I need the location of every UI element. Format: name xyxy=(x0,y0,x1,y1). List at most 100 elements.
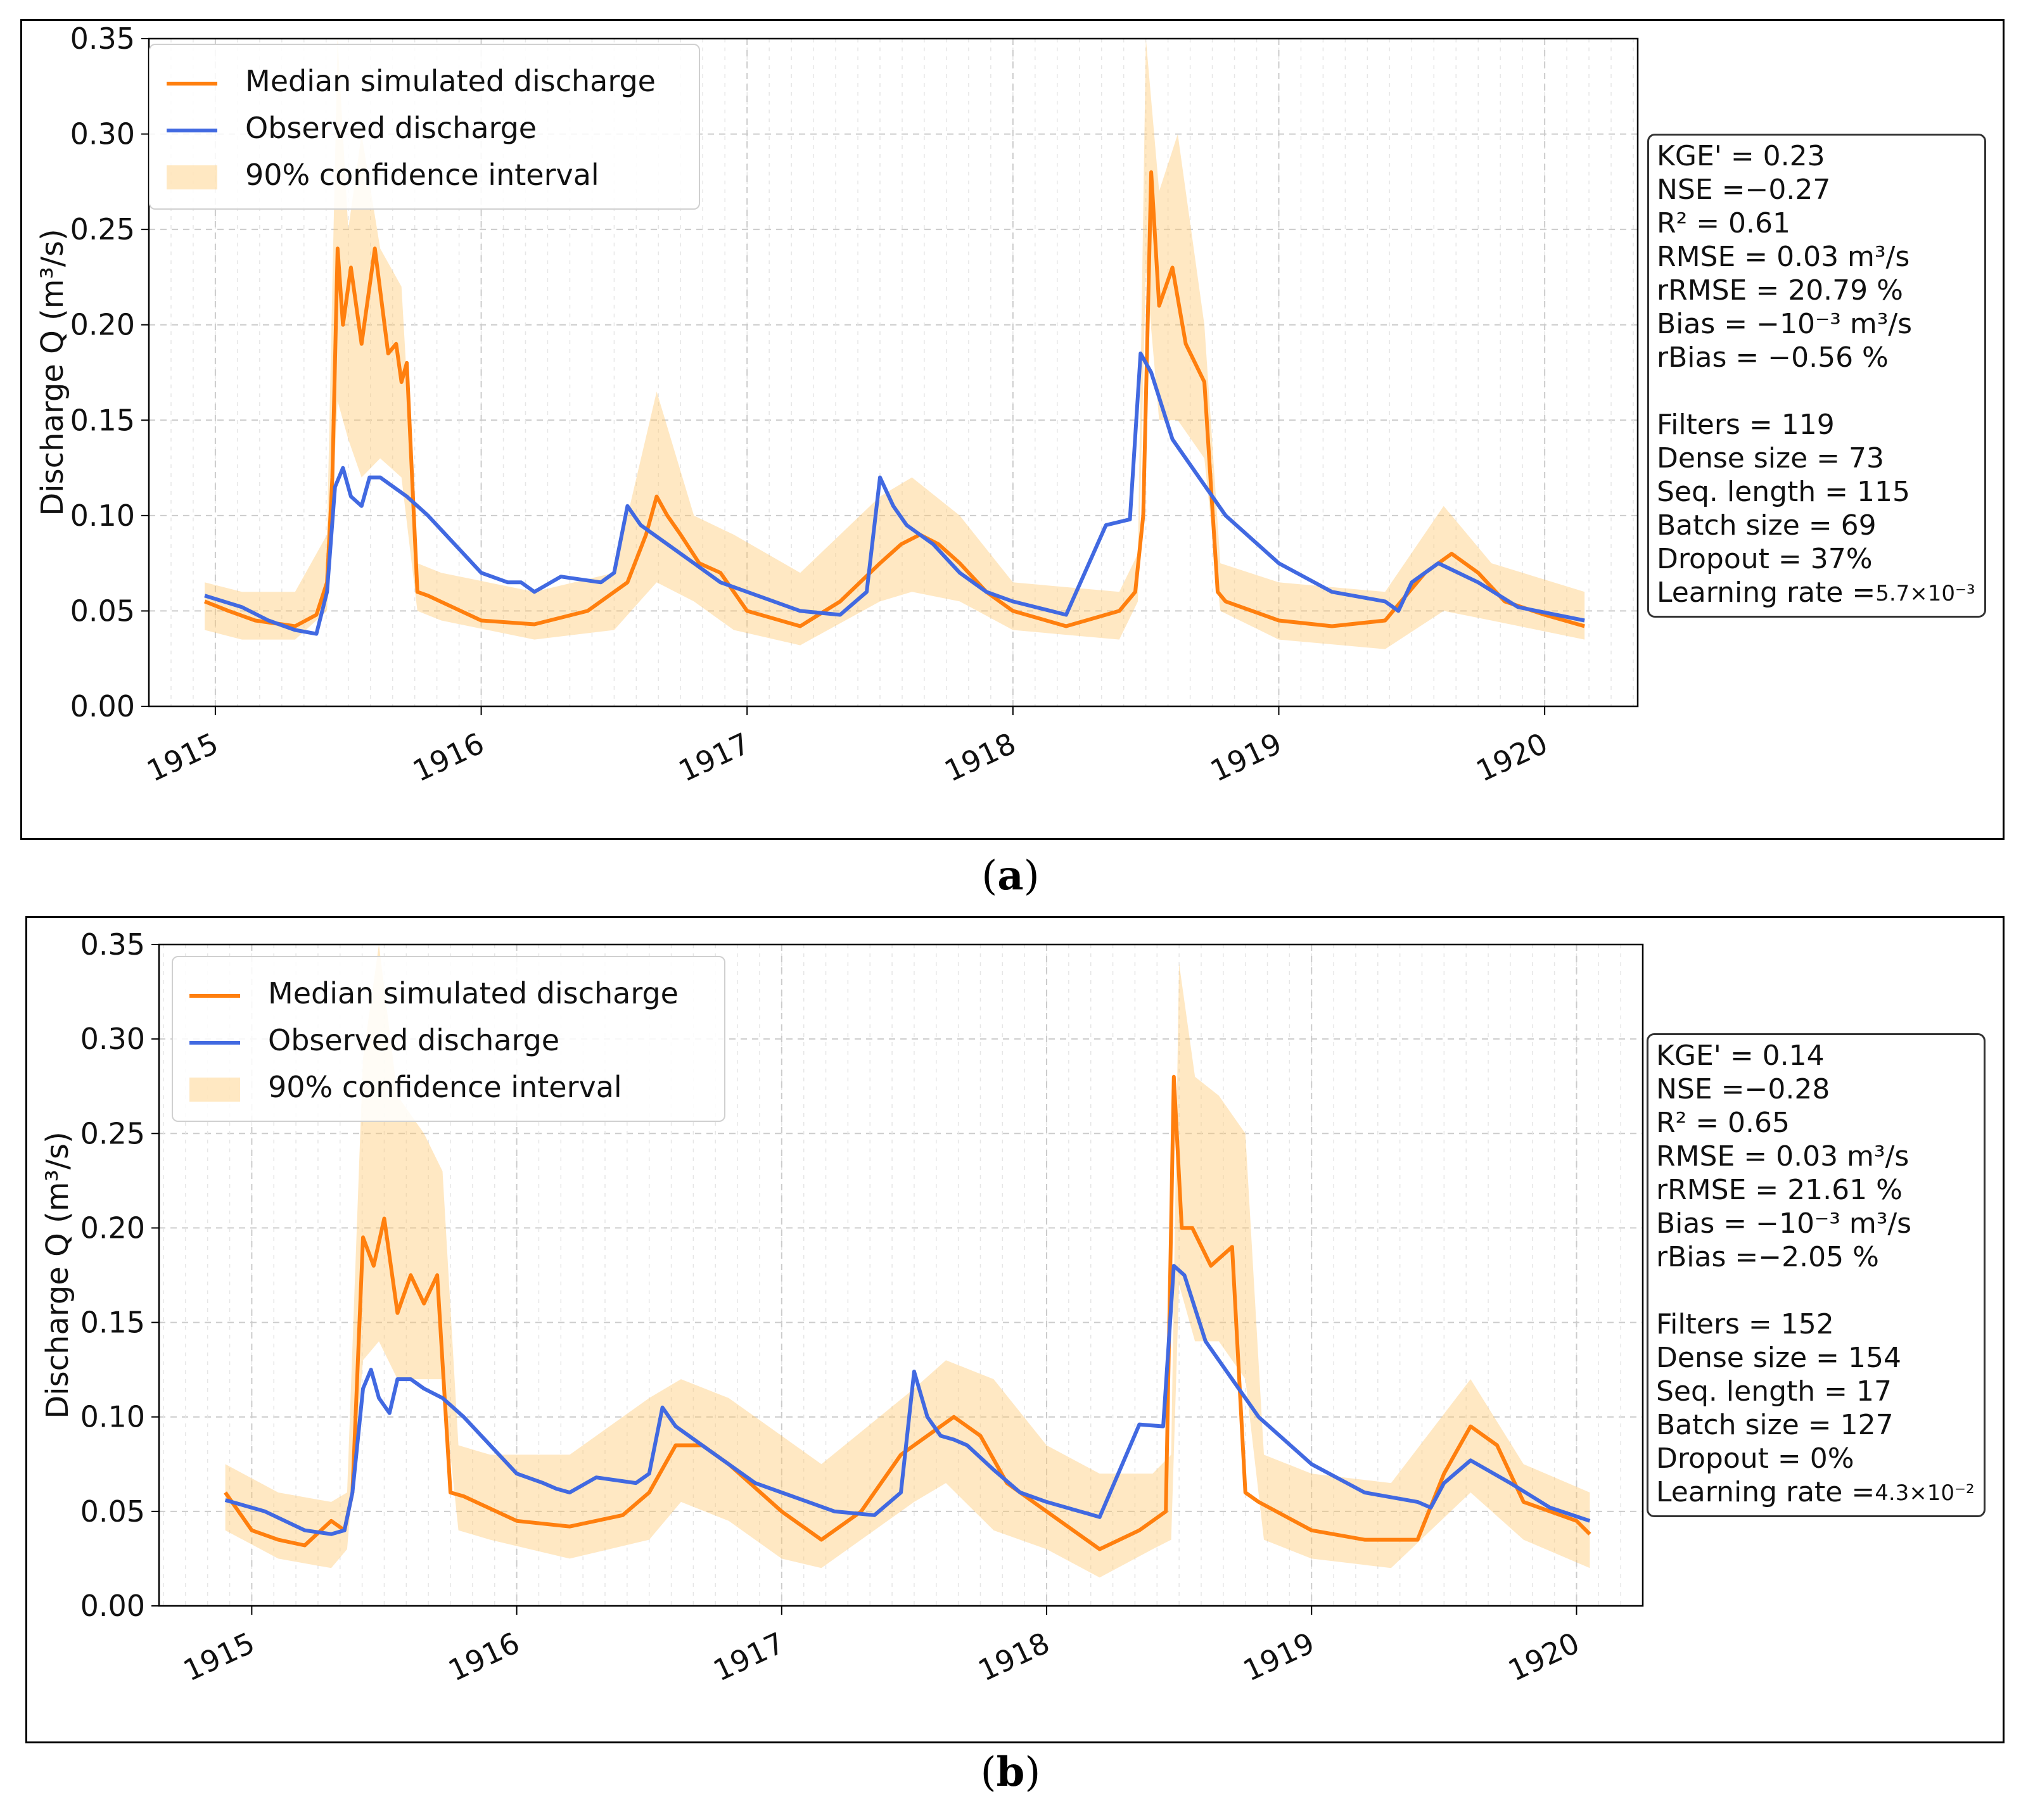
legend-label-median: Median simulated discharge xyxy=(268,976,679,1010)
y-tick-label: 0.20 xyxy=(70,308,135,342)
observed-line-swatch xyxy=(189,1041,240,1045)
x-tick-label: 1919 xyxy=(1238,1626,1320,1688)
y-tick-label: 0.00 xyxy=(80,1589,145,1623)
y-axis-label: Discharge Q (m³/s) xyxy=(35,229,70,516)
caption-b-close: ) xyxy=(1024,1749,1041,1796)
metric-rrmse: rRMSE = 20.79 % xyxy=(1657,274,1903,307)
learning-rate-label: Learning rate = xyxy=(1656,1476,1875,1508)
y-tick-label: 0.15 xyxy=(80,1306,145,1340)
x-tick-label: 1920 xyxy=(1471,726,1553,788)
median-simulated-line xyxy=(203,170,1585,628)
median-simulated-line xyxy=(224,1074,1591,1551)
y-tick-label: 0.10 xyxy=(80,1400,145,1434)
caption-b: (b) xyxy=(947,1748,1074,1796)
y-tick-label: 0.35 xyxy=(80,927,145,962)
param-learning-rate: Learning rate =4.3×10⁻² xyxy=(1656,1475,1975,1509)
y-tick-label: 0.15 xyxy=(70,403,135,437)
median-line-swatch xyxy=(189,994,240,998)
observed-line xyxy=(204,351,1585,636)
param-dropout: Dropout = 37% xyxy=(1657,543,1873,575)
metric-rmse: RMSE = 0.03 m³/s xyxy=(1657,241,1910,273)
legend-label-observed: Observed discharge xyxy=(245,111,537,145)
ci-fill-swatch xyxy=(189,1078,240,1102)
x-tick-label: 1920 xyxy=(1503,1626,1584,1688)
confidence-band xyxy=(205,39,1585,649)
param-batch-size: Batch size = 127 xyxy=(1656,1409,1894,1441)
legend-b: Median simulated discharge Observed disc… xyxy=(172,956,725,1122)
observed-line-swatch xyxy=(167,129,217,132)
metric-r2: R² = 0.65 xyxy=(1656,1107,1790,1139)
median-line-swatch xyxy=(167,82,217,86)
caption-b-open: ( xyxy=(980,1749,997,1796)
param-seq-length: Seq. length = 115 xyxy=(1657,476,1910,508)
metric-r2: R² = 0.61 xyxy=(1657,207,1791,239)
param-seq-length: Seq. length = 17 xyxy=(1656,1375,1892,1408)
param-filters: Filters = 119 xyxy=(1657,409,1835,441)
plot-frame xyxy=(158,943,1644,1607)
caption-b-letter: b xyxy=(996,1748,1025,1796)
metric-nse: NSE =−0.27 xyxy=(1657,174,1831,206)
metrics-spacer xyxy=(1656,1274,1975,1308)
legend-label-observed: Observed discharge xyxy=(268,1023,560,1057)
metric-rmse: RMSE = 0.03 m³/s xyxy=(1656,1140,1909,1173)
caption-a-close: ) xyxy=(1023,853,1040,900)
x-tick-label: 1917 xyxy=(673,726,755,788)
x-tick-label: 1917 xyxy=(708,1626,790,1688)
chart-panel-b: 0.00 0.05 0.10 0.15 0.20 0.25 0.30 0.35 1915 1916… xyxy=(25,916,2005,1743)
learning-rate-label: Learning rate = xyxy=(1657,576,1876,609)
caption-a-open: ( xyxy=(981,853,998,900)
y-tick-label: 0.05 xyxy=(70,594,135,628)
observed-line xyxy=(224,1264,1591,1536)
learning-rate-value: 4.3×10⁻² xyxy=(1875,1480,1975,1506)
x-tick-label: 1916 xyxy=(443,1626,525,1688)
metrics-box-a: KGE' = 0.23 NSE =−0.27 R² = 0.61 RMSE = … xyxy=(1647,134,1986,618)
metric-kge: KGE' = 0.23 xyxy=(1657,140,1825,172)
metric-kge: KGE' = 0.14 xyxy=(1656,1040,1825,1072)
y-tick-label: 0.25 xyxy=(80,1116,145,1150)
param-dense-size: Dense size = 73 xyxy=(1657,442,1884,474)
metric-rbias: rBias = −0.56 % xyxy=(1657,341,1889,374)
legend-a: Median simulated discharge Observed disc… xyxy=(149,44,700,210)
plot-frame xyxy=(148,37,1639,708)
chart-a-svg: 0.00 0.05 0.10 0.15 0.20 0.25 0.30 0.35 1915 1916… xyxy=(35,22,1639,788)
y-axis-label: Discharge Q (m³/s) xyxy=(40,1131,75,1418)
metrics-box-b: KGE' = 0.14 NSE =−0.28 R² = 0.65 RMSE = … xyxy=(1647,1033,1986,1517)
legend-entry-median: Median simulated discharge xyxy=(150,60,699,107)
legend-label-ci: 90% confidence interval xyxy=(245,158,599,192)
chart-b-svg: 0.00 0.05 0.10 0.15 0.20 0.25 0.30 0.35 1915 1916… xyxy=(40,927,1644,1688)
legend-label-median: Median simulated discharge xyxy=(245,64,656,98)
legend-label-ci: 90% confidence interval xyxy=(268,1070,622,1104)
x-tick-label: 1918 xyxy=(973,1626,1055,1688)
x-tick-label: 1915 xyxy=(142,726,224,788)
metric-bias: Bias = −10⁻³ m³/s xyxy=(1657,308,1913,340)
caption-a-letter: a xyxy=(997,852,1024,900)
y-tick-label: 0.30 xyxy=(80,1022,145,1056)
y-tick-label: 0.10 xyxy=(70,499,135,533)
x-tick-label: 1915 xyxy=(178,1626,260,1688)
y-tick-label: 0.35 xyxy=(70,22,135,56)
metrics-spacer xyxy=(1657,374,1975,408)
x-tick-label: 1918 xyxy=(940,726,1021,788)
y-tick-label: 0.30 xyxy=(70,117,135,151)
param-dense-size: Dense size = 154 xyxy=(1656,1342,1901,1374)
y-tick-label: 0.20 xyxy=(80,1211,145,1245)
ci-fill-swatch xyxy=(167,165,217,189)
x-tick-label: 1916 xyxy=(407,726,489,788)
metric-rrmse: rRMSE = 21.61 % xyxy=(1656,1174,1903,1206)
y-tick-label: 0.00 xyxy=(70,689,135,723)
y-tick-label: 0.25 xyxy=(70,212,135,246)
param-learning-rate: Learning rate =5.7×10⁻³ xyxy=(1657,576,1975,609)
legend-entry-observed: Observed discharge xyxy=(173,1019,724,1066)
chart-panel-a: 0.00 0.05 0.10 0.15 0.20 0.25 0.30 0.35 1915 1916… xyxy=(20,19,2005,840)
caption-a: (a) xyxy=(947,852,1074,900)
legend-entry-median: Median simulated discharge xyxy=(173,972,724,1019)
param-batch-size: Batch size = 69 xyxy=(1657,509,1877,542)
param-dropout: Dropout = 0% xyxy=(1656,1442,1854,1475)
legend-entry-observed: Observed discharge xyxy=(150,107,699,154)
learning-rate-value: 5.7×10⁻³ xyxy=(1875,581,1975,606)
x-tick-label: 1919 xyxy=(1205,726,1287,788)
y-tick-label: 0.05 xyxy=(80,1494,145,1529)
metric-rbias: rBias =−2.05 % xyxy=(1656,1241,1879,1273)
legend-entry-ci: 90% confidence interval xyxy=(150,154,699,201)
legend-entry-ci: 90% confidence interval xyxy=(173,1066,724,1113)
